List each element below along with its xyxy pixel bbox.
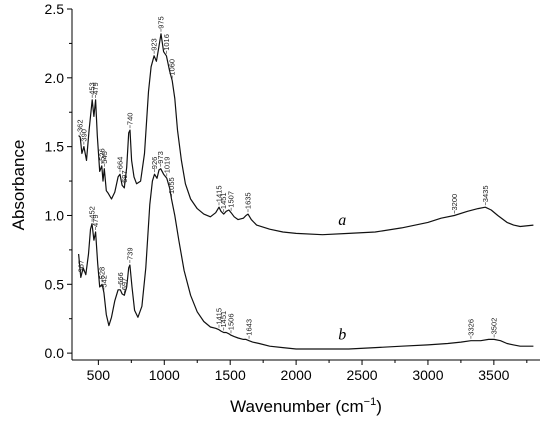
peak-label: 740 xyxy=(126,113,135,126)
peak-label: 1019 xyxy=(162,157,171,174)
series-label-b: b xyxy=(338,326,346,343)
x-axis-title-superscript: −1 xyxy=(364,396,377,408)
peak-label: 479 xyxy=(91,82,100,95)
peak-label: 453 xyxy=(88,82,97,95)
x-tick-label: 2000 xyxy=(281,367,312,383)
x-axis-title: Wavenumber (cm−1) xyxy=(230,396,382,416)
y-ticks: 0.0 0.5 1.0 1.5 2.0 2.5 xyxy=(45,1,72,361)
y-tick-label: 2.5 xyxy=(45,1,65,17)
peak-label: 1415 xyxy=(215,308,224,325)
peak-label: 1635 xyxy=(244,192,253,209)
x-axis-title-close: ) xyxy=(376,397,382,416)
x-tick-label: 2500 xyxy=(346,367,377,383)
y-axis-title: Absorbance xyxy=(9,140,28,231)
x-tick-label: 3500 xyxy=(478,367,509,383)
peak-label: 367 xyxy=(76,260,85,273)
series-layer xyxy=(78,33,534,350)
peak-label: 664 xyxy=(116,157,125,170)
series-line-b xyxy=(78,168,534,350)
peak-label: 528 xyxy=(98,267,107,280)
peak-label: 526 xyxy=(97,148,106,161)
peak-label: 3502 xyxy=(490,318,499,335)
y-tick-label: 0.5 xyxy=(45,276,65,292)
peak-label: 1507 xyxy=(227,191,236,208)
series-labels: ab xyxy=(338,212,346,343)
peak-label: 1016 xyxy=(162,34,171,51)
series-label-a: a xyxy=(338,212,346,229)
y-tick-label: 2.0 xyxy=(45,70,65,86)
peak-label: 739 xyxy=(125,247,134,260)
plot-area xyxy=(71,9,540,361)
peak-label: 3200 xyxy=(450,194,459,211)
peak-label: 1451 xyxy=(219,311,228,328)
y-tick-label: 0.0 xyxy=(45,345,65,361)
peak-label: 926 xyxy=(150,157,159,170)
peak-label: 3435 xyxy=(481,186,490,203)
peak-label: 390 xyxy=(79,129,88,142)
x-tick-label: 3000 xyxy=(412,367,443,383)
x-tick-label: 1500 xyxy=(215,367,246,383)
y-tick-label: 1.5 xyxy=(45,139,65,155)
peak-label: 1055 xyxy=(167,177,176,194)
peak-label: 973 xyxy=(156,151,165,164)
peak-label: 697 xyxy=(120,170,129,183)
x-ticks: 500 1000 1500 2000 2500 3000 3500 xyxy=(87,360,528,383)
peak-label: 1060 xyxy=(168,59,177,76)
x-axis-title-main: Wavenumber (cm xyxy=(230,397,364,416)
peak-label: 975 xyxy=(157,16,166,29)
x-tick-label: 1000 xyxy=(149,367,180,383)
peak-label: 1451 xyxy=(219,192,228,209)
peak-label: 666 xyxy=(116,272,125,285)
peak-label: 362 xyxy=(76,119,85,132)
peak-label: 545 xyxy=(100,151,109,164)
peak-label: 923 xyxy=(150,38,159,51)
peak-label: 1506 xyxy=(227,314,236,331)
x-tick-label: 500 xyxy=(87,367,111,383)
peak-label: 542 xyxy=(99,275,108,288)
peak-label: 1643 xyxy=(245,319,254,336)
peak-label: 479 xyxy=(91,214,100,227)
peak-label: 3326 xyxy=(466,319,475,336)
peak-label: 452 xyxy=(88,206,97,219)
y-tick-label: 1.0 xyxy=(45,207,65,223)
peak-label: 697 xyxy=(120,278,129,291)
series-line-a xyxy=(78,33,534,236)
peak-label: 1415 xyxy=(215,186,224,203)
